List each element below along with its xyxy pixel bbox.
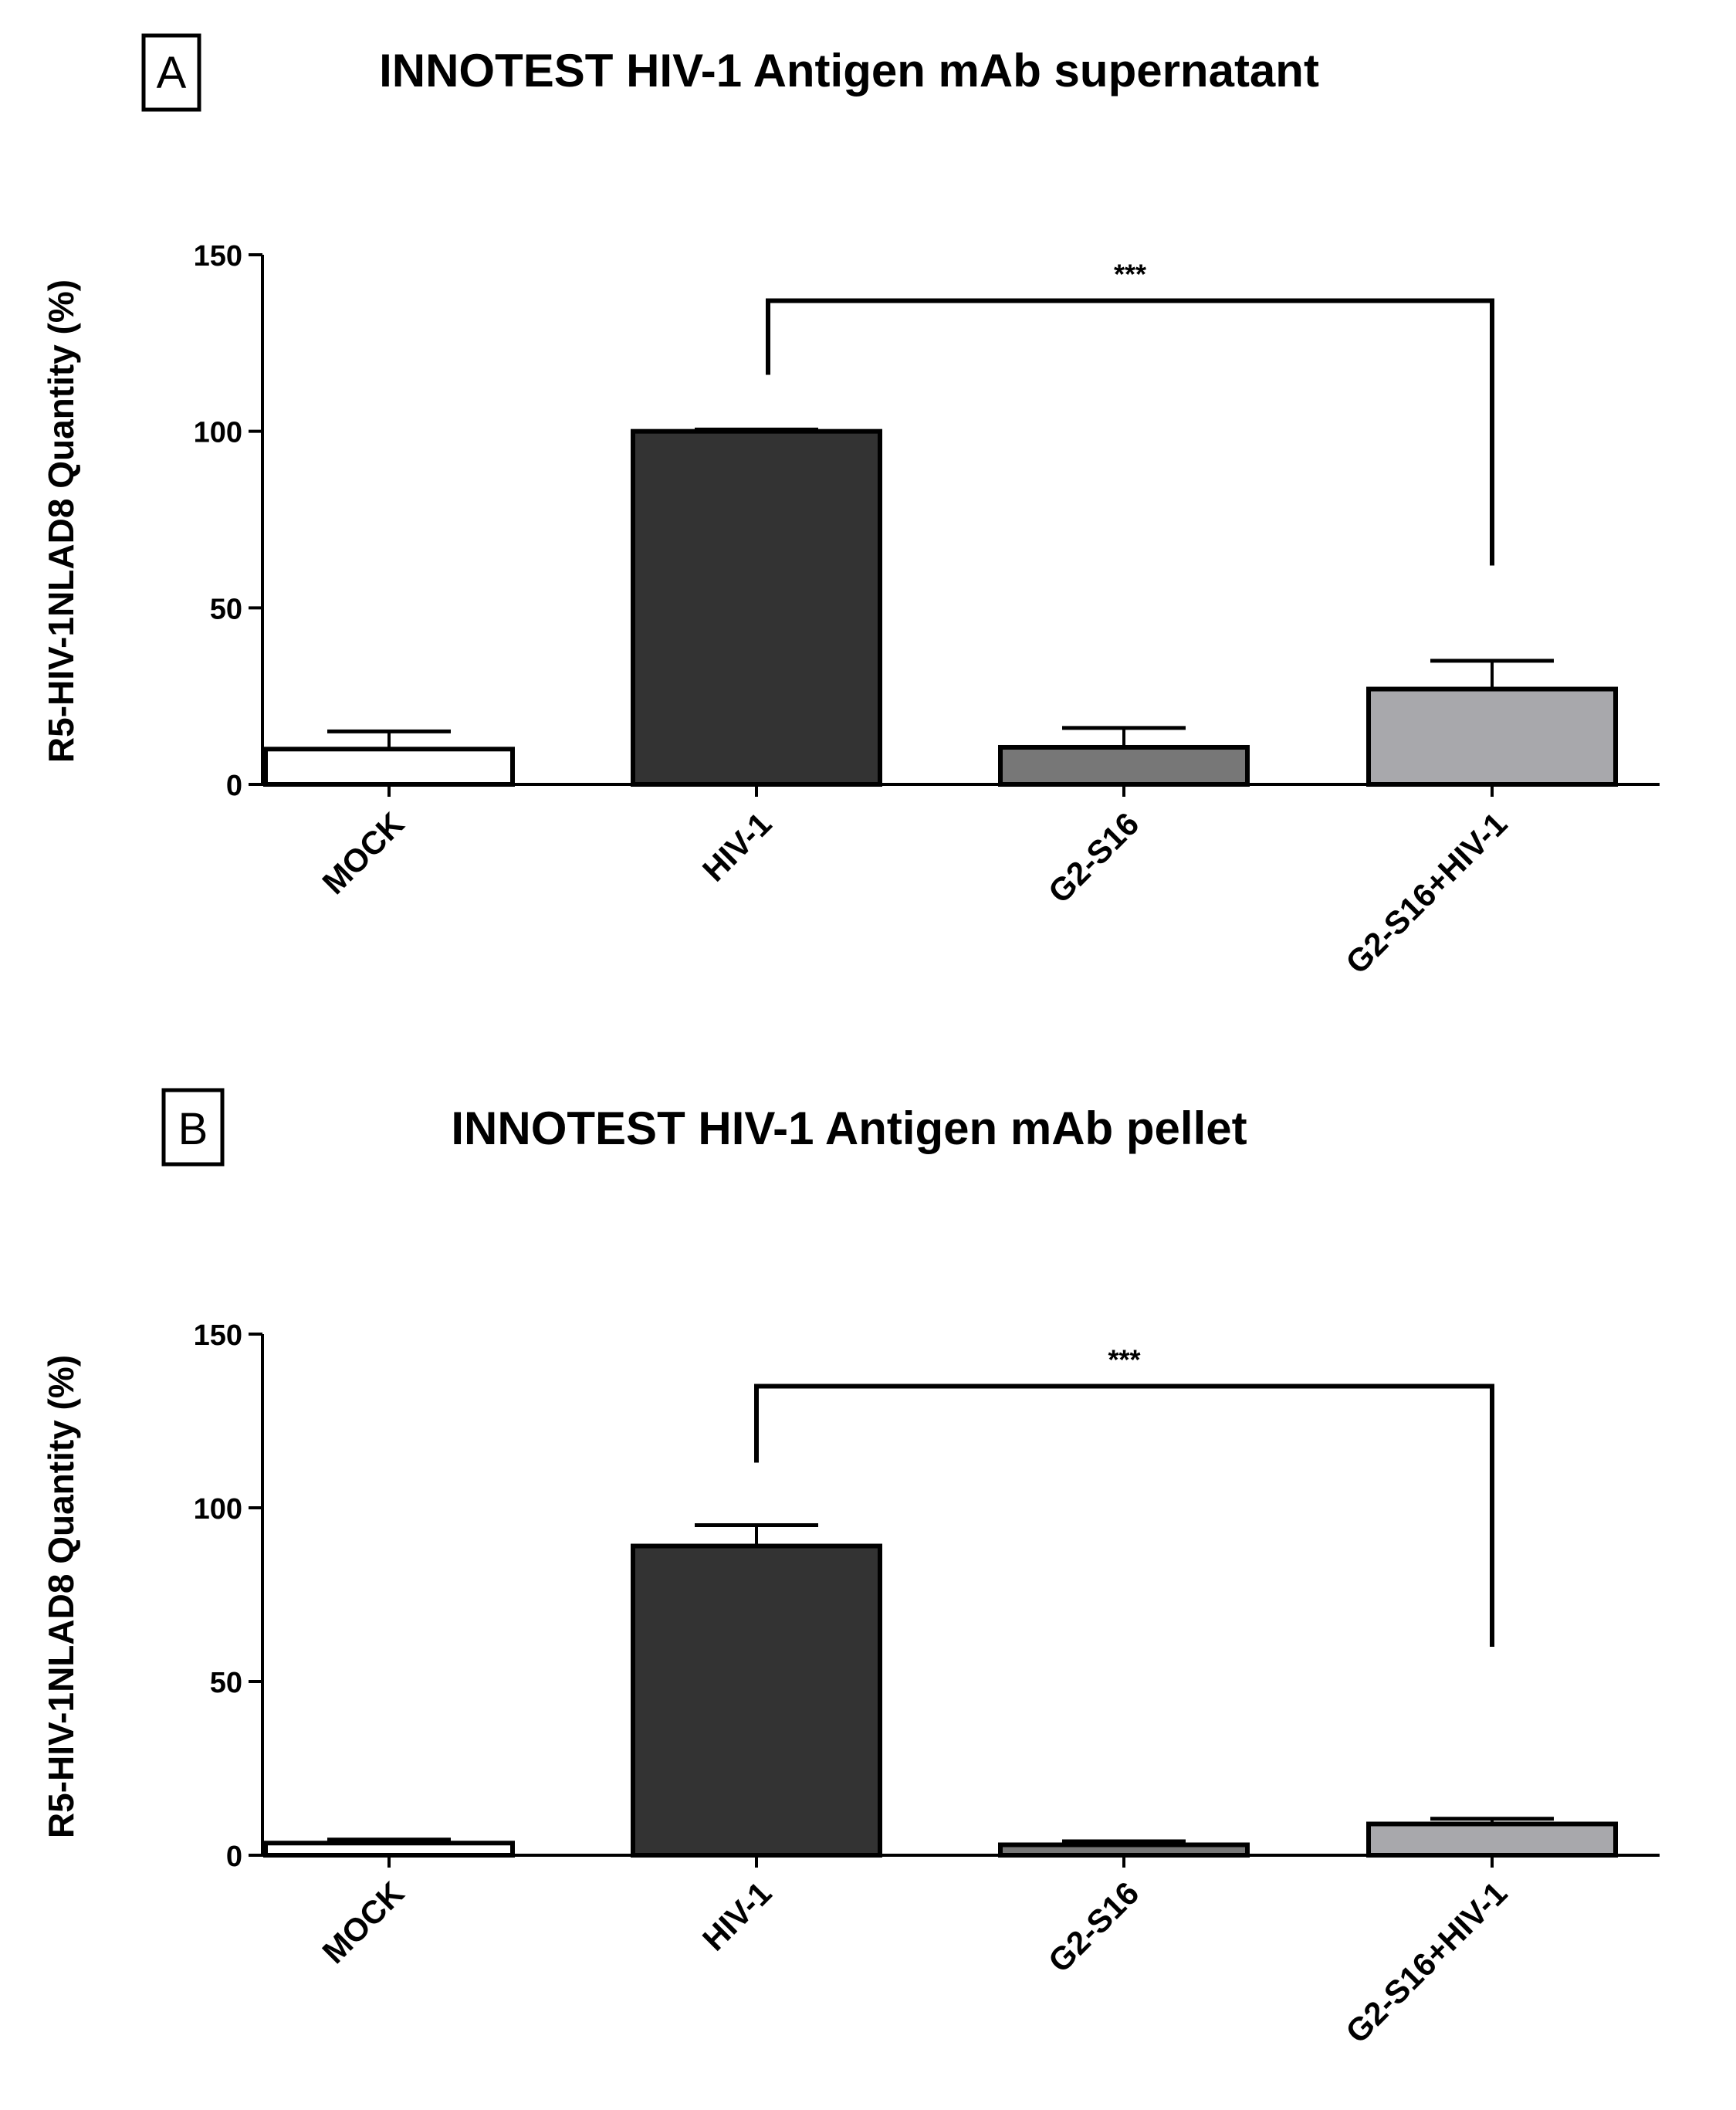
bar-hiv-1 — [631, 1543, 882, 1858]
bar-mock — [263, 1841, 515, 1858]
panel-letter-box — [161, 1088, 225, 1167]
bar-g2-s16+hiv-1 — [1366, 1821, 1618, 1858]
y-tick-label: 100 — [194, 417, 242, 449]
category-label: MOCK — [315, 805, 411, 901]
category-label: G2-S16 — [1041, 805, 1146, 910]
y-tick-label: 100 — [194, 1493, 242, 1526]
category-label: HIV-1 — [695, 1875, 779, 1958]
panel-letter-box — [141, 33, 201, 112]
bar-g2-s16+hiv-1 — [1366, 686, 1618, 787]
y-axis-label: R5-HIV-1NLAD8 Quantity (%) — [41, 279, 81, 763]
category-label: G2-S16+HIV-1 — [1338, 805, 1514, 980]
category-label: HIV-1 — [695, 805, 779, 889]
significance-bracket — [766, 298, 1494, 566]
category-label: MOCK — [315, 1875, 411, 1970]
y-tick-label: 0 — [226, 1841, 242, 1873]
y-tick-label: 50 — [210, 593, 242, 625]
y-tick-label: 150 — [194, 1319, 242, 1352]
bar-hiv-1 — [631, 428, 882, 787]
bar-mock — [263, 747, 515, 787]
panel-b: B INNOTEST HIV-1 Antigen mAb pellet R5-HIV… — [41, 1088, 1660, 2050]
significance-bracket — [754, 1384, 1494, 1647]
y-tick-label: 50 — [210, 1667, 242, 1699]
y-tick-label: 150 — [194, 240, 242, 273]
y-axis-label: R5-HIV-1NLAD8 Quantity (%) — [41, 1355, 81, 1838]
panel-a: A INNOTEST HIV-1 Antigen mAb supernatant R… — [41, 33, 1660, 980]
y-tick-label: 0 — [226, 770, 242, 802]
bar-g2-s16 — [998, 744, 1250, 787]
panel-letter: B — [178, 1104, 208, 1154]
significance-label: *** — [1108, 1344, 1140, 1376]
category-label: G2-S16+HIV-1 — [1338, 1875, 1514, 2050]
panel-letter: A — [157, 48, 187, 98]
bar-g2-s16 — [998, 1842, 1250, 1858]
category-label: G2-S16 — [1041, 1875, 1146, 1980]
chart-title: INNOTEST HIV-1 Antigen mAb pellet — [451, 1102, 1247, 1154]
significance-label: *** — [1114, 258, 1146, 290]
chart-title: INNOTEST HIV-1 Antigen mAb supernatant — [379, 45, 1319, 97]
